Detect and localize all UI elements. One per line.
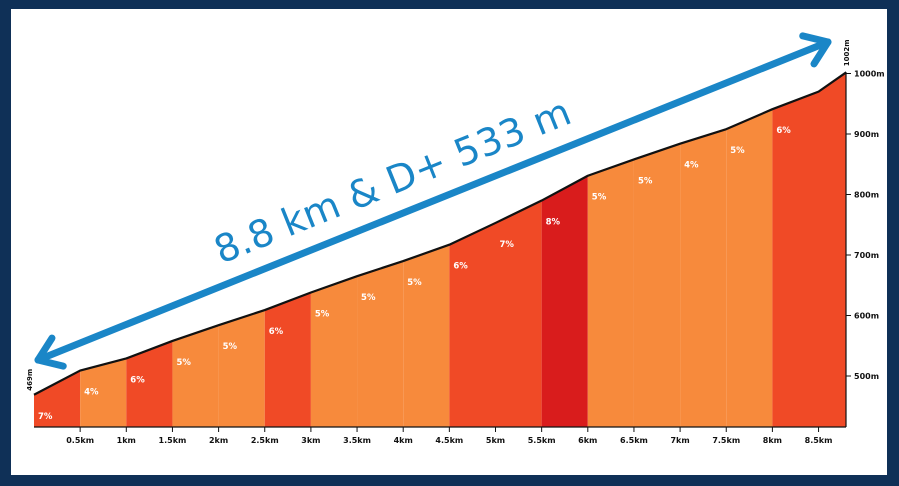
y-tick-label-4: 900m [854,130,879,139]
segment-12 [587,159,634,427]
grade-label-2: 6% [130,375,145,385]
y-tick-label-2: 700m [854,251,879,260]
segment-4 [218,310,265,427]
segment-14 [680,129,727,427]
chart-frame: 7% 4% 6% 5% 5% 6% 5% 5% 5% 6% 7% 8% 5% 5% 4% 5% 6% 0.5km… [11,9,887,475]
x-tick-label-13: 7km [670,436,689,445]
x-tick-label-7: 4km [394,436,413,445]
grade-label-10: 7% [500,240,515,250]
y-tick-label-1: 600m [854,312,879,321]
grade-label-0: 7% [38,412,53,422]
grade-label-12: 5% [592,193,607,203]
segment-1 [80,358,127,427]
segment-8 [403,244,450,427]
elevation-profile-chart: 7% 4% 6% 5% 5% 6% 5% 5% 5% 6% 7% 8% 5% 5% 4% 5% 6% 0.5km… [26,32,885,445]
grade-label-6: 5% [315,310,330,320]
segment-5 [264,292,311,427]
segment-16 [772,72,847,427]
segment-7 [357,261,404,427]
grade-label-4: 5% [223,342,238,352]
segment-13 [633,143,681,427]
y-tick-label-3: 800m [854,191,879,200]
x-tick-label-15: 8km [763,436,782,445]
x-tick-label-16: 8.5km [805,436,833,445]
grade-labels-layer: 7% 4% 6% 5% 5% 6% 5% 5% 5% 6% 7% 8% 5% 5% 4% 5% 6% [38,126,791,422]
x-tick-label-4: 2.5km [251,436,279,445]
x-tick-label-12: 6.5km [620,436,648,445]
arrow-head-left [34,334,67,370]
segment-15 [726,109,773,427]
end-elevation-label: 1002m [843,40,851,67]
y-tick-label-5: 1000m [854,70,885,79]
x-tick-label-11: 6km [578,436,597,445]
segment-11 [541,175,588,427]
axes-layer: 0.5km 1km 1.5km 2km 2.5km 3km 3.5km 4km 4.5km 5km… [26,40,885,445]
profile-line [33,71,847,396]
segment-2 [126,340,173,427]
segment-10 [495,200,542,427]
segment-9 [449,222,496,427]
grade-label-16: 6% [776,126,791,136]
y-tick-label-0: 500m [854,372,879,381]
segment-6 [310,276,358,427]
grade-label-7: 5% [361,293,376,303]
start-elevation-label: 469m [26,369,34,391]
x-tick-label-6: 3.5km [343,436,371,445]
distance-arrow-shaft [34,38,832,364]
x-tick-label-5: 3km [301,436,320,445]
x-tick-label-3: 2km [209,436,228,445]
grade-label-5: 6% [269,327,284,337]
grade-label-1: 4% [84,388,99,398]
grade-label-3: 5% [176,358,191,368]
grade-label-15: 5% [730,146,745,156]
grade-label-8: 5% [407,278,422,288]
grade-label-14: 4% [684,161,699,171]
grade-label-9: 6% [453,262,468,272]
profile-layer [33,71,847,396]
x-tick-label-2: 1.5km [159,436,187,445]
grade-label-11: 8% [546,218,561,228]
arrow-head-right [799,32,832,68]
segments-layer [34,72,847,427]
segment-3 [172,325,219,427]
segment-0 [34,370,81,427]
x-tick-label-1: 1km [117,436,136,445]
x-tick-label-8: 4.5km [435,436,463,445]
x-tick-label-9: 5km [486,436,505,445]
x-tick-label-10: 5.5km [528,436,556,445]
grade-label-13: 5% [638,176,653,186]
x-tick-label-14: 7.5km [712,436,740,445]
x-tick-label-0: 0.5km [66,436,94,445]
